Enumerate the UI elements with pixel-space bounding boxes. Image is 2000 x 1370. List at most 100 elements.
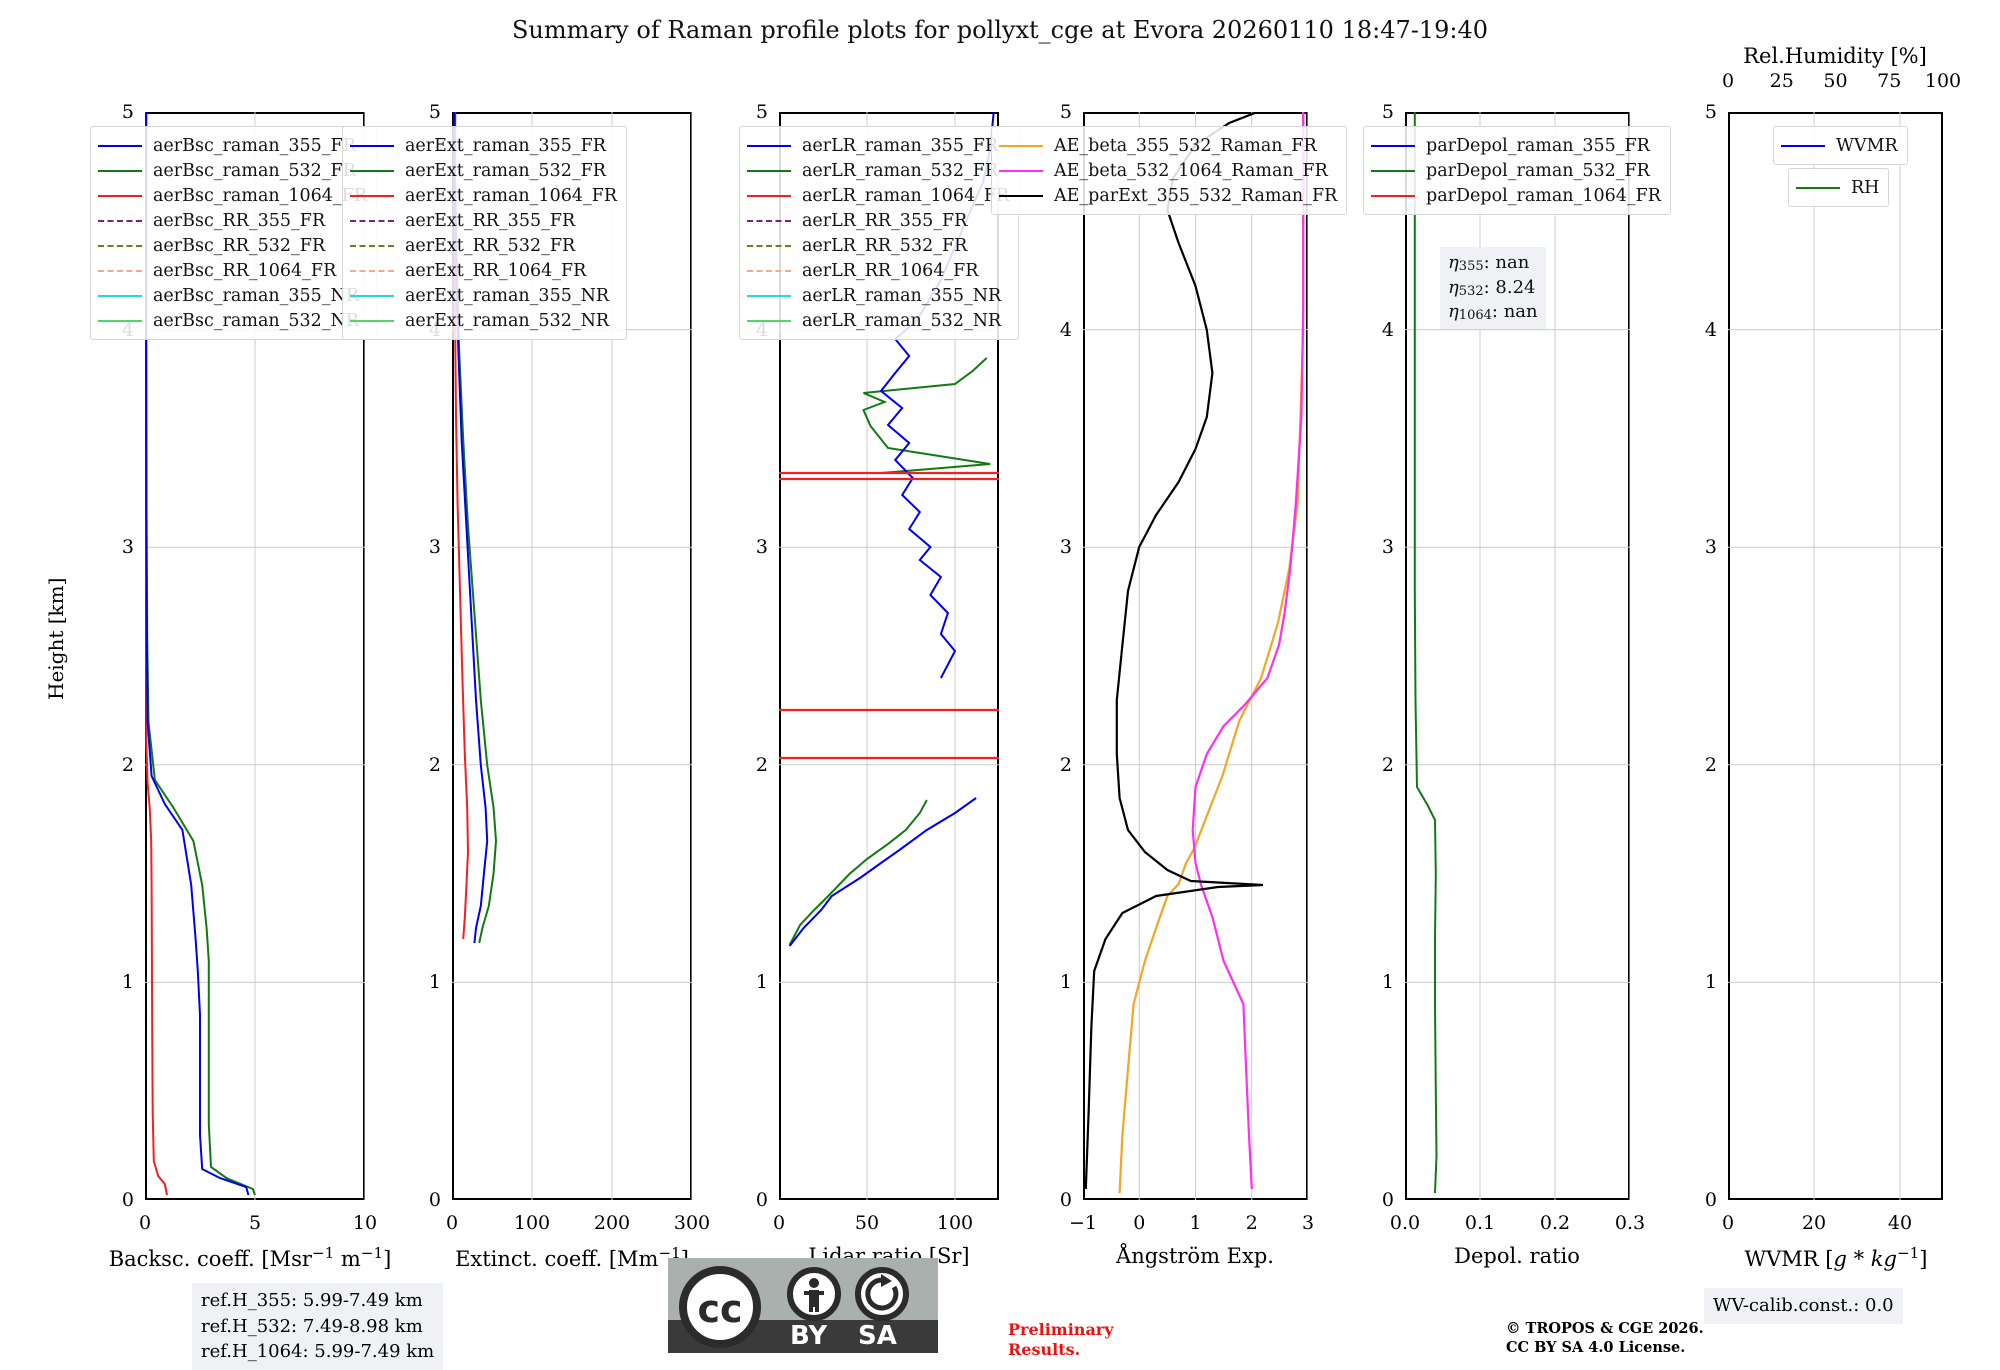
legend-item[interactable]: aerLR_raman_355_NR [747, 283, 1009, 308]
y-tick: 2 [1059, 753, 1072, 776]
plot-curves-wvmr [1728, 112, 1943, 1200]
legend-lidar-ratio[interactable]: aerLR_raman_355_FR aerLR_raman_532_FR ae… [739, 126, 1020, 340]
legend-item[interactable]: AE_parExt_355_532_Raman_FR [999, 183, 1337, 208]
y-tick: 5 [755, 101, 768, 123]
legend-item[interactable]: WVMR [1781, 133, 1898, 158]
legend-item[interactable]: parDepol_raman_532_FR [1371, 158, 1661, 183]
legend-item[interactable]: aerBsc_RR_532_FR [98, 233, 367, 258]
rh-tick: 25 [1769, 70, 1794, 92]
y-tick: 1 [1381, 971, 1394, 994]
legend-swatch [98, 244, 142, 247]
legend-label: aerBsc_raman_1064_FR [153, 185, 367, 206]
legend-item[interactable]: aerLR_raman_1064_FR [747, 183, 1009, 208]
legend-item[interactable]: RH [1796, 175, 1879, 200]
rh-tick: 0 [1721, 70, 1735, 92]
legend-label: aerBsc_RR_1064_FR [153, 260, 337, 281]
legend-item[interactable]: aerExt_RR_1064_FR [350, 258, 617, 283]
legend-label: RH [1851, 177, 1880, 198]
legend-item[interactable]: aerBsc_raman_532_NR [98, 308, 367, 333]
legend-swatch [747, 294, 791, 297]
legend-item[interactable]: aerBsc_raman_532_FR [98, 158, 367, 183]
legend-label: aerLR_raman_355_NR [802, 285, 1002, 306]
legend-item[interactable]: aerExt_raman_532_NR [350, 308, 617, 333]
legend-item[interactable]: parDepol_raman_1064_FR [1371, 183, 1661, 208]
legend-swatch [1781, 144, 1825, 147]
plot-curves-angstrom [1083, 112, 1308, 1200]
y-tick: 3 [1704, 536, 1717, 559]
legend-item[interactable]: aerBsc_RR_355_FR [98, 208, 367, 233]
legend-label: aerLR_raman_1064_FR [802, 185, 1010, 206]
legend-label: aerLR_RR_532_FR [802, 235, 968, 256]
legend-depol-ratio[interactable]: parDepol_raman_355_FR parDepol_raman_532… [1363, 126, 1671, 215]
legend-label: aerExt_raman_1064_FR [405, 185, 618, 206]
legend-swatch [747, 194, 791, 197]
legend-item[interactable]: parDepol_raman_355_FR [1371, 133, 1661, 158]
legend-swatch [747, 269, 791, 272]
x-tick: 10 [352, 1212, 378, 1234]
legend-extinction[interactable]: aerExt_raman_355_FR aerExt_raman_532_FR … [342, 126, 628, 340]
cc-sa-label: SA [858, 1321, 897, 1351]
legend-item[interactable]: aerExt_raman_1064_FR [350, 183, 617, 208]
legend-label: aerExt_RR_532_FR [405, 235, 576, 256]
legend-item[interactable]: AE_beta_355_532_Raman_FR [999, 133, 1337, 158]
page-title: Summary of Raman profile plots for polly… [511, 16, 1489, 44]
legend-label: AE_beta_355_532_Raman_FR [1054, 135, 1317, 156]
x-tick: 0.0 [1389, 1212, 1421, 1234]
legend-item[interactable]: aerLR_RR_532_FR [747, 233, 1009, 258]
legend-item[interactable]: aerLR_raman_532_NR [747, 308, 1009, 333]
legend-item[interactable]: aerBsc_raman_355_NR [98, 283, 367, 308]
y-axis-label: Height [km] [44, 577, 68, 700]
legend-label: aerExt_RR_1064_FR [405, 260, 587, 281]
legend-swatch [747, 219, 791, 222]
legend-swatch [747, 169, 791, 172]
legend-label: WVMR [1836, 135, 1898, 156]
legend-swatch [350, 144, 394, 147]
legend-label: AE_beta_532_1064_Raman_FR [1054, 160, 1328, 181]
eta-symbol: η [1448, 252, 1459, 273]
y-tick: 1 [121, 971, 134, 994]
legend-label: aerLR_raman_532_FR [802, 160, 999, 181]
y-tick: 0 [1704, 1189, 1717, 1211]
legend-item[interactable]: aerExt_raman_355_FR [350, 133, 617, 158]
legend-label: AE_parExt_355_532_Raman_FR [1054, 185, 1338, 206]
legend-label: aerBsc_RR_355_FR [153, 210, 326, 231]
legend-item[interactable]: aerExt_RR_355_FR [350, 208, 617, 233]
legend-item[interactable]: aerLR_raman_532_FR [747, 158, 1009, 183]
plot-area-wvmr [1728, 112, 1943, 1200]
legend-swatch [350, 244, 394, 247]
ref-height-annotation: ref.H_355: 5.99-7.49 km ref.H_532: 7.49-… [192, 1283, 444, 1370]
cc-logo-icon: cc [679, 1266, 761, 1348]
x-tick: 0.3 [1614, 1212, 1646, 1234]
x-axis-label-extinction: Extinct. coeff. [Mm−1] [455, 1244, 689, 1271]
y-tick: 1 [428, 971, 441, 994]
legend-swatch [747, 144, 791, 147]
legend-item[interactable]: AE_beta_532_1064_Raman_FR [999, 158, 1337, 183]
legend-label: aerBsc_raman_355_FR [153, 135, 356, 156]
panel-depol-ratio: parDepol_raman_355_FR parDepol_raman_532… [1363, 112, 1671, 1200]
legend-swatch [747, 319, 791, 322]
legend-swatch [98, 319, 142, 322]
legend-item[interactable]: aerBsc_raman_1064_FR [98, 183, 367, 208]
legend-item[interactable]: aerBsc_raman_355_FR [98, 133, 367, 158]
legend-item[interactable]: aerExt_raman_532_FR [350, 158, 617, 183]
rh-tick: 100 [1924, 70, 1962, 92]
legend-swatch [350, 319, 394, 322]
legend-item[interactable]: aerExt_RR_532_FR [350, 233, 617, 258]
legend-label: aerBsc_raman_532_NR [153, 310, 360, 331]
x-tick: 50 [854, 1212, 880, 1234]
legend-item[interactable]: aerExt_raman_355_NR [350, 283, 617, 308]
legend-item[interactable]: aerBsc_RR_1064_FR [98, 258, 367, 283]
y-tick: 1 [1704, 971, 1717, 994]
legend-label: aerLR_RR_1064_FR [802, 260, 979, 281]
legend-angstrom[interactable]: AE_beta_355_532_Raman_FR AE_beta_532_106… [991, 126, 1348, 215]
legend-backscatter[interactable]: aerBsc_raman_355_FR aerBsc_raman_532_FR … [90, 126, 377, 340]
legend-wvmr[interactable]: WVMR [1773, 126, 1908, 165]
legend-item[interactable]: aerLR_raman_355_FR [747, 133, 1009, 158]
legend-swatch [98, 269, 142, 272]
legend-rh[interactable]: RH [1788, 168, 1890, 207]
panel-angstrom: AE_beta_355_532_Raman_FR AE_beta_532_106… [991, 112, 1348, 1200]
y-tick: 2 [121, 753, 134, 776]
eta-value: 8.24 [1495, 276, 1536, 298]
legend-item[interactable]: aerLR_RR_355_FR [747, 208, 1009, 233]
legend-item[interactable]: aerLR_RR_1064_FR [747, 258, 1009, 283]
